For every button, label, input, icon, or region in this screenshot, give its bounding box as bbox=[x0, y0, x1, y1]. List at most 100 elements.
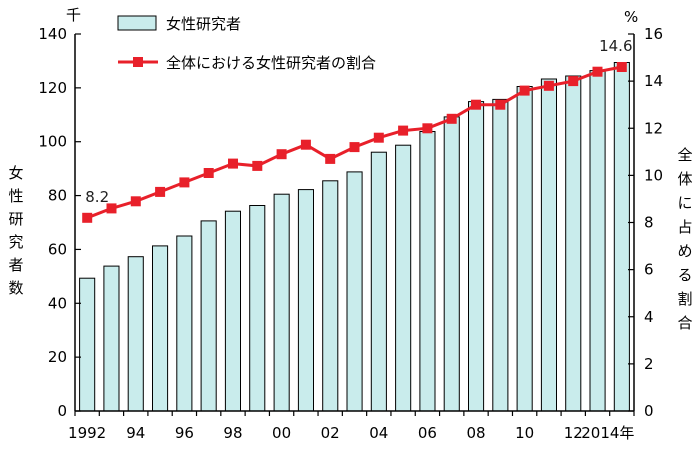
left-tick-label: 80 bbox=[48, 187, 67, 205]
left-tick-label: 40 bbox=[48, 294, 67, 312]
left-tick-label: 20 bbox=[48, 348, 67, 366]
data-label-2014: 14.6 bbox=[599, 37, 632, 55]
bar-2008 bbox=[468, 101, 485, 412]
ratio-point-2004 bbox=[373, 132, 384, 143]
bar-2006 bbox=[419, 131, 436, 412]
axis-title-char: 全 bbox=[677, 146, 692, 164]
ratio-point-2011 bbox=[543, 80, 554, 91]
right-tick-label: 2 bbox=[644, 355, 654, 373]
axis-title-char: 体 bbox=[677, 170, 692, 188]
x-tick-label: 94 bbox=[126, 424, 145, 442]
right-tick-label: 6 bbox=[644, 261, 654, 279]
bar-2001 bbox=[297, 189, 314, 412]
bar-1995 bbox=[152, 245, 169, 412]
bar-2000 bbox=[273, 193, 290, 412]
ratio-point-1996 bbox=[179, 177, 190, 188]
right-tick-label: 8 bbox=[644, 214, 654, 232]
right-tick-label: 12 bbox=[644, 119, 663, 137]
axis-title-char: 究 bbox=[8, 233, 23, 251]
data-label-1992: 8.2 bbox=[85, 188, 109, 206]
ratio-point-2002 bbox=[325, 153, 336, 164]
bar-1998 bbox=[224, 210, 241, 412]
left-tick-label: 120 bbox=[38, 79, 67, 97]
axis-title-char: 数 bbox=[8, 279, 23, 297]
annotations: 8.2 14.6 bbox=[85, 37, 632, 206]
ratio-point-2013 bbox=[592, 66, 603, 77]
bar-1999 bbox=[249, 205, 266, 412]
bar-2005 bbox=[395, 144, 412, 412]
x-tick-label: 1992 bbox=[68, 424, 106, 442]
bar-2009 bbox=[492, 98, 509, 412]
right-tick-label: 14 bbox=[644, 72, 663, 90]
left-tick-label: 100 bbox=[38, 133, 67, 151]
bar-2012 bbox=[565, 75, 582, 412]
legend-line-label: 全体における女性研究者の割合 bbox=[166, 54, 376, 72]
left-axis-ticks: 0 20 40 60 80 100 120 140 bbox=[38, 25, 81, 420]
axis-title-char: る bbox=[677, 266, 692, 284]
bar-1996 bbox=[176, 235, 193, 412]
ratio-point-2006 bbox=[422, 123, 433, 134]
ratio-point-2012 bbox=[568, 76, 579, 87]
x-tick-label: 02 bbox=[321, 424, 340, 442]
axis-title-char: 割 bbox=[677, 290, 692, 308]
x-tick-label: 00 bbox=[272, 424, 291, 442]
ratio-point-2001 bbox=[300, 139, 311, 150]
bar-1997 bbox=[200, 220, 217, 412]
ratio-point-1998 bbox=[228, 158, 238, 169]
left-axis-unit: 千 bbox=[66, 6, 81, 24]
ratio-point-2005 bbox=[398, 125, 409, 136]
ratio-point-2000 bbox=[276, 149, 287, 160]
bar-1992 bbox=[79, 277, 96, 412]
ratio-point-1994 bbox=[130, 196, 141, 207]
bar-2004 bbox=[370, 151, 387, 412]
bar-2011 bbox=[540, 78, 558, 412]
left-tick-label: 140 bbox=[38, 25, 67, 43]
ratio-point-2009 bbox=[495, 99, 506, 110]
ratio-point-2007 bbox=[446, 113, 457, 124]
bar-2010 bbox=[516, 86, 533, 412]
x-tick-label: 10 bbox=[515, 424, 534, 442]
ratio-point-2008 bbox=[471, 99, 481, 110]
bar-1993 bbox=[103, 265, 120, 412]
bar-1994 bbox=[127, 256, 144, 412]
legend-bar-swatch bbox=[117, 15, 157, 31]
bar-2013 bbox=[589, 70, 606, 412]
bar-2007 bbox=[443, 116, 460, 412]
right-tick-label: 10 bbox=[644, 166, 663, 184]
legend: 女性研究者 全体における女性研究者の割合 bbox=[117, 15, 376, 72]
ratio-point-1997 bbox=[203, 168, 214, 178]
line-series bbox=[82, 62, 627, 223]
axis-title-char: め bbox=[677, 242, 692, 260]
right-tick-label: 0 bbox=[644, 402, 654, 420]
axis-title-char: 者 bbox=[8, 256, 23, 274]
right-axis-ticks: 0 2 4 6 8 10 12 14 16 bbox=[628, 25, 663, 420]
axis-title-char: 合 bbox=[677, 314, 692, 332]
right-tick-label: 16 bbox=[644, 25, 663, 43]
axis-title-char: 占 bbox=[677, 218, 692, 236]
legend-bar-label: 女性研究者 bbox=[166, 15, 241, 33]
x-tick-label: 98 bbox=[223, 424, 242, 442]
x-tick-label: 12 bbox=[564, 424, 583, 442]
left-tick-label: 60 bbox=[48, 240, 67, 258]
right-axis-unit: % bbox=[624, 8, 638, 26]
ratio-point-2014 bbox=[616, 62, 627, 72]
axis-title-char: 性 bbox=[8, 187, 23, 205]
ratio-point-1992 bbox=[82, 212, 93, 223]
ratio-point-1993 bbox=[106, 203, 117, 214]
axis-title-char: に bbox=[677, 194, 692, 212]
ratio-point-1999 bbox=[252, 160, 263, 171]
bar-2003 bbox=[346, 171, 363, 412]
ratio-point-1995 bbox=[155, 186, 166, 197]
ratio-point-2010 bbox=[519, 85, 530, 96]
bar-2014 bbox=[613, 62, 630, 412]
x-tick-label: 06 bbox=[418, 424, 437, 442]
legend-line-marker bbox=[133, 57, 143, 67]
x-tick-label: 2014年 bbox=[581, 424, 634, 442]
x-tick-label: 96 bbox=[175, 424, 194, 442]
right-tick-label: 4 bbox=[644, 308, 654, 326]
ratio-point-2003 bbox=[349, 142, 360, 153]
